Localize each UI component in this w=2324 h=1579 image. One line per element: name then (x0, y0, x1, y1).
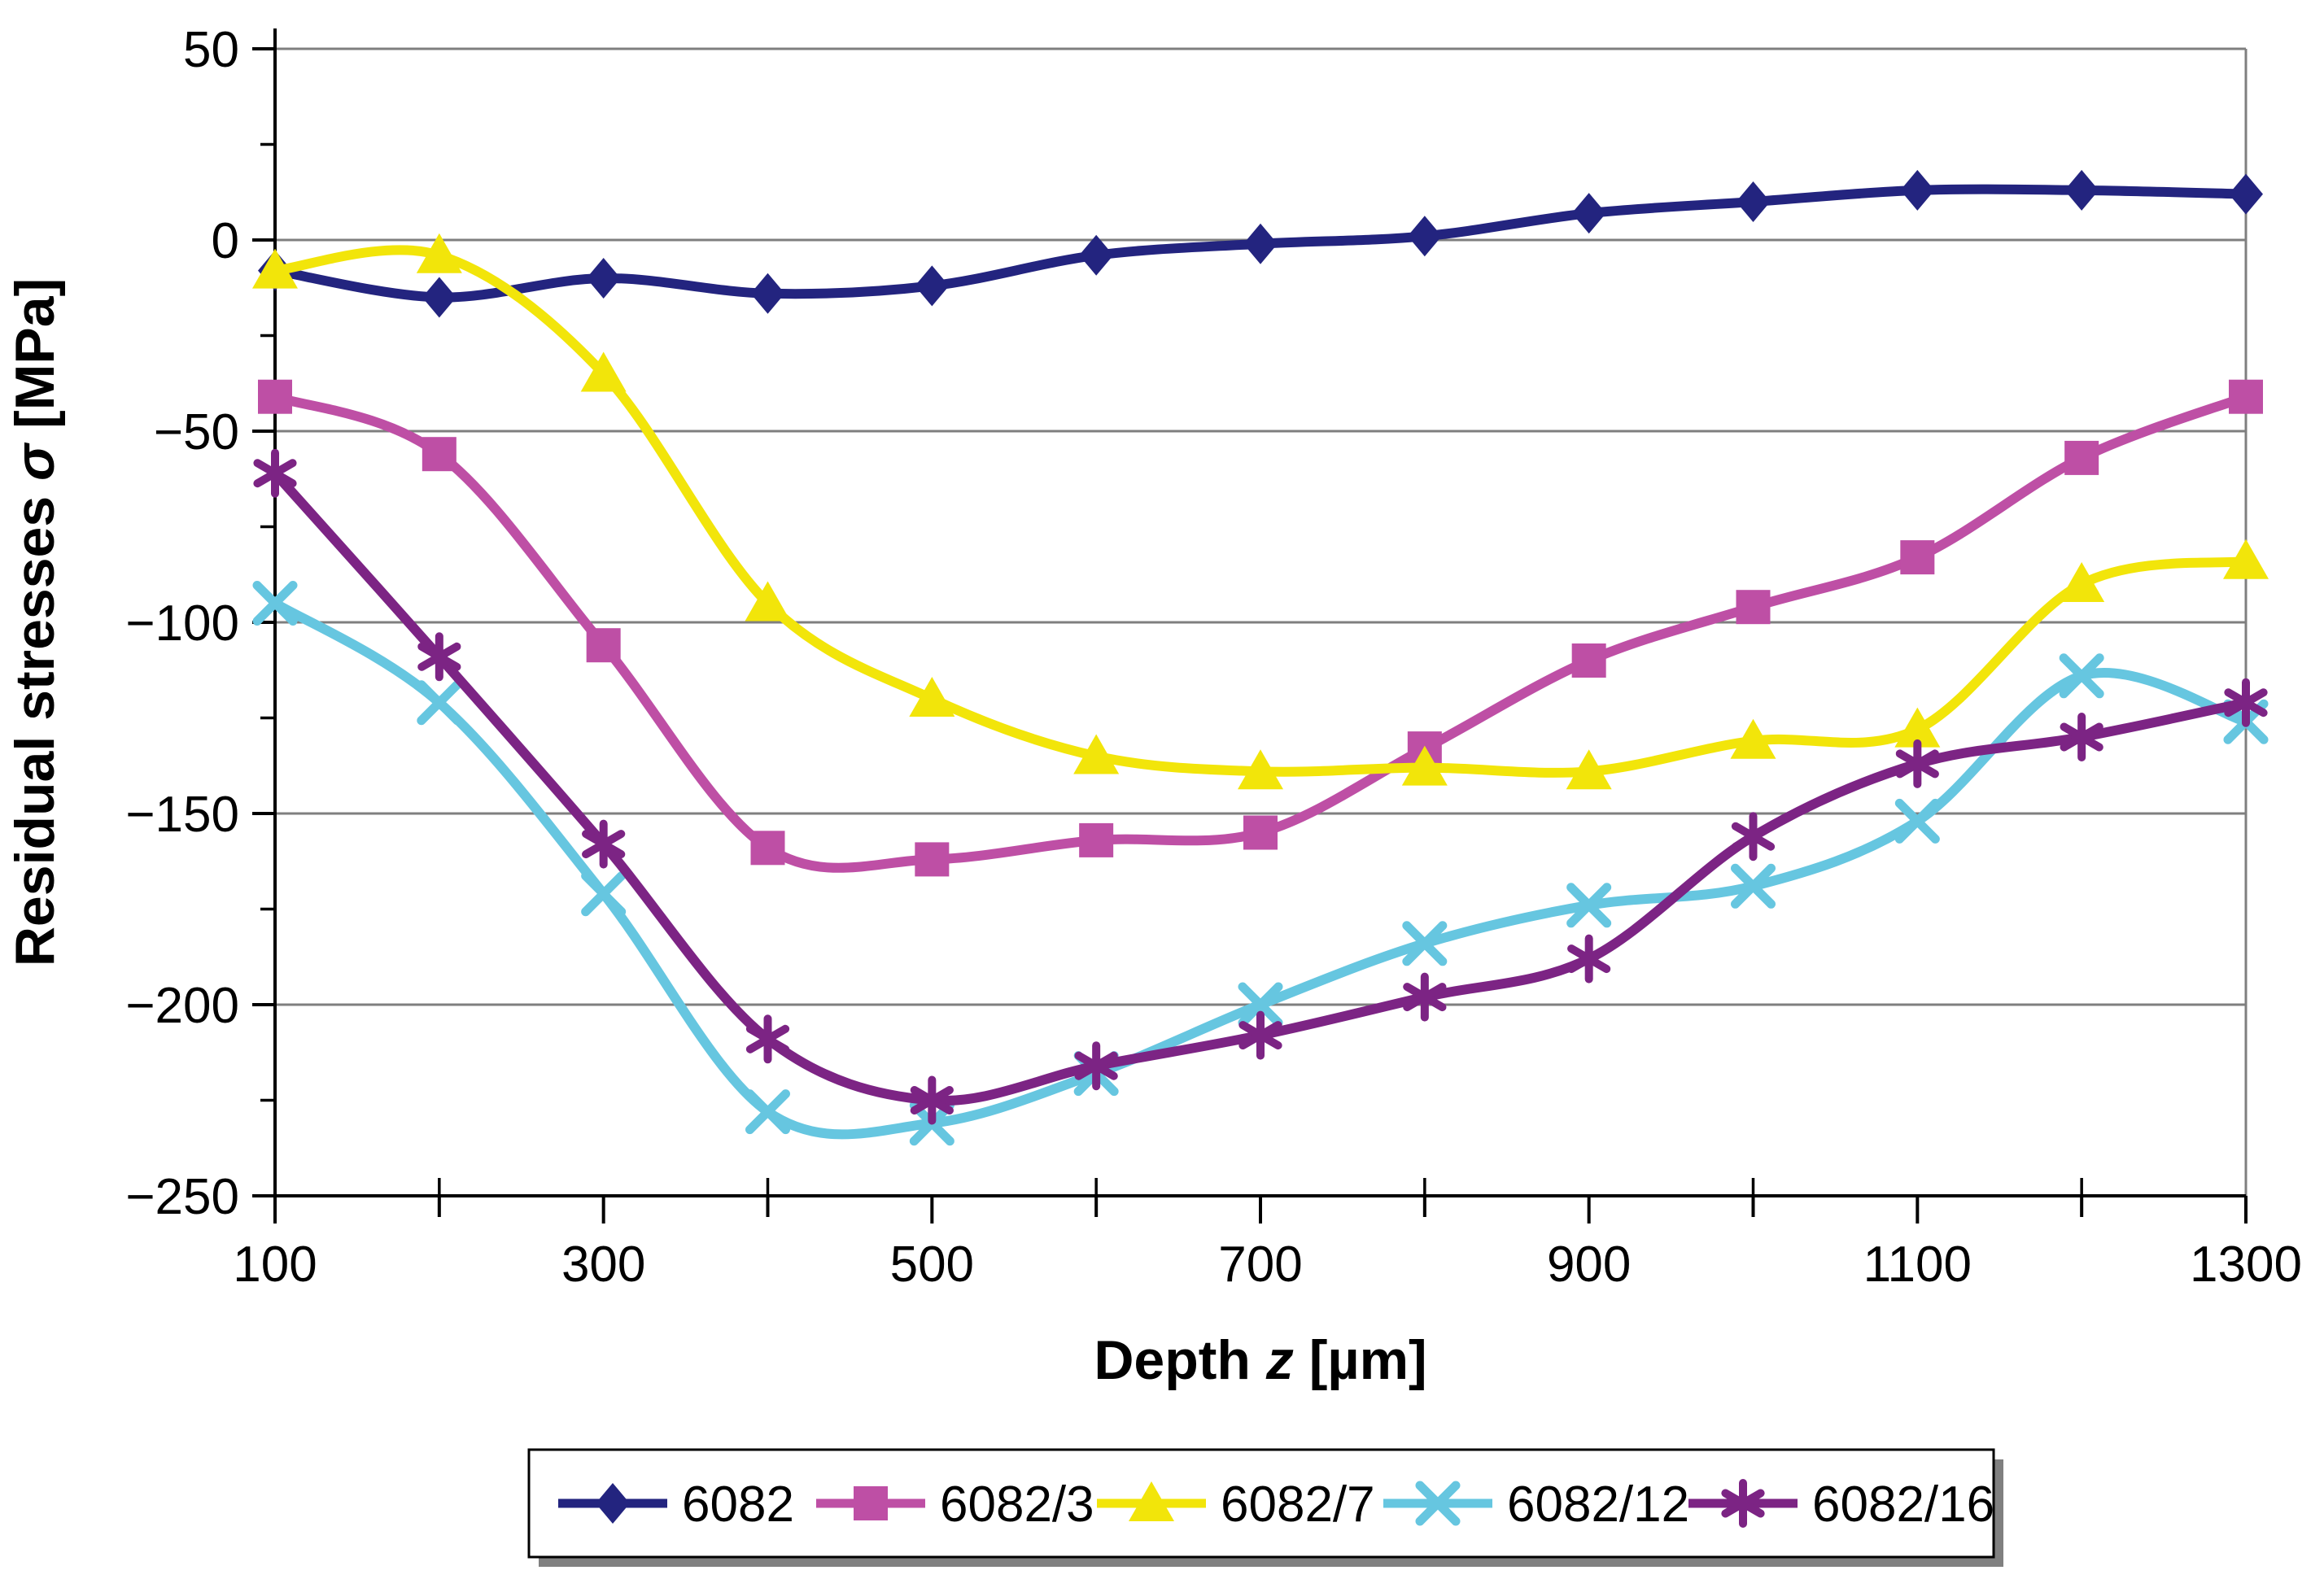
marker-6082/16 (1074, 1041, 1118, 1091)
legend-label: 6082 (682, 1476, 794, 1533)
legend-label: 6082/16 (1812, 1476, 1994, 1533)
x-tick-label: 700 (1218, 1237, 1302, 1293)
marker-6082 (1243, 223, 1278, 264)
marker-6082 (915, 265, 950, 307)
marker-6082 (586, 258, 621, 299)
legend-marker-asterisk (1721, 1479, 1765, 1528)
marker-6082/12 (1402, 921, 1448, 966)
marker-6082/3 (1571, 643, 1606, 678)
legend: 6082 6082/3 6082/7 6082/12 6082/16 (527, 1448, 2003, 1567)
marker-6082/7 (1730, 718, 1776, 759)
x-axis-title: Depth z [µm] (1094, 1329, 1426, 1391)
legend-box (527, 1448, 1995, 1559)
legend-item-6082/12: 6082/12 (1383, 1476, 1689, 1533)
marker-6082 (1571, 193, 1606, 234)
marker-6082/12 (417, 680, 462, 726)
series-line-6082/7 (270, 245, 2251, 778)
marker-6082/12 (1238, 982, 1283, 1027)
marker-6082/16 (2224, 678, 2268, 727)
marker-6082/3 (750, 831, 785, 866)
y-tick-label: 50 (183, 22, 239, 78)
marker-6082 (2229, 173, 2263, 215)
y-tick-label: −100 (125, 595, 239, 652)
marker-6082/16 (582, 819, 626, 869)
marker-6082/3 (1900, 540, 1935, 575)
marker-6082 (1079, 234, 1114, 276)
marker-6082/16 (1731, 812, 1776, 861)
marker-6082/16 (253, 448, 297, 498)
marker-6082/7 (1073, 734, 1120, 774)
y-tick-label: 0 (212, 213, 239, 269)
marker-6082/16 (417, 632, 461, 682)
marker-6082 (2064, 169, 2099, 211)
marker-6082/12 (1566, 883, 1612, 928)
x-tick-label: 500 (890, 1237, 974, 1293)
series-layer (252, 169, 2269, 1146)
axis-layer (252, 28, 2248, 1224)
y-tick-label: −250 (125, 1169, 239, 1225)
marker-6082/16 (1895, 739, 1939, 788)
x-tick-label: 1300 (2190, 1237, 2302, 1293)
marker-6082 (750, 273, 785, 314)
marker-6082/7 (1566, 749, 1612, 790)
marker-6082/7 (1894, 707, 1941, 748)
marker-6082/7 (909, 677, 955, 717)
legend-label: 6082/3 (940, 1476, 1094, 1533)
marker-6082/3 (258, 379, 292, 414)
marker-6082/3 (915, 842, 950, 877)
marker-6082/16 (2060, 713, 2103, 761)
marker-6082/3 (422, 437, 456, 472)
legend-item-6082/3: 6082/3 (816, 1476, 1094, 1533)
legend-item-6082: 6082 (558, 1476, 794, 1533)
marker-6082/3 (1736, 590, 1771, 625)
marker-6082/16 (745, 1014, 790, 1064)
legend-label: 6082/7 (1221, 1476, 1375, 1533)
x-tick-label: 100 (233, 1237, 317, 1293)
marker-6082/7 (745, 581, 791, 622)
marker-6082/12 (252, 581, 298, 626)
marker-6082/7 (2223, 539, 2269, 579)
marker-6082/7 (252, 248, 298, 289)
legend-label: 6082/12 (1507, 1476, 1689, 1533)
marker-6082/12 (2059, 653, 2104, 699)
legend-item-6082/7: 6082/7 (1097, 1476, 1375, 1533)
marker-6082/3 (1243, 815, 1278, 850)
marker-6082/7 (1238, 749, 1283, 790)
y-tick-label: −200 (125, 978, 239, 1034)
legend-item-6082/16: 6082/16 (1688, 1476, 1994, 1533)
marker-6082/12 (1894, 798, 1940, 844)
marker-6082 (1736, 181, 1771, 222)
legend-marker-diamond (596, 1483, 630, 1524)
marker-6082/3 (2064, 440, 2099, 475)
marker-6082/7 (416, 233, 462, 273)
legend-marker-square (854, 1486, 888, 1520)
x-tick-label: 900 (1547, 1237, 1631, 1293)
marker-6082/3 (586, 628, 621, 663)
marker-6082/16 (1567, 934, 1611, 984)
y-tick-label: −150 (125, 787, 239, 843)
marker-6082/7 (1401, 745, 1448, 786)
marker-6082/3 (2229, 379, 2263, 414)
marker-6082/12 (1731, 863, 1776, 909)
marker-6082 (422, 277, 456, 318)
marker-6082/7 (580, 351, 627, 392)
marker-6082/12 (745, 1089, 790, 1135)
x-tick-label: 1100 (1863, 1237, 1972, 1293)
marker-6082/16 (910, 1075, 954, 1125)
y-axis-title: Residual stresses σ [MPa] (4, 278, 66, 966)
marker-6082/12 (581, 871, 627, 917)
marker-6082 (1407, 216, 1442, 257)
legend-marker-triangle (1129, 1481, 1174, 1521)
marker-6082/7 (2059, 562, 2105, 602)
x-tick-label: 300 (561, 1237, 645, 1293)
marker-6082/16 (1403, 972, 1447, 1022)
legend-marker-x (1415, 1481, 1461, 1526)
y-tick-label: −50 (154, 404, 239, 460)
marker-6082/16 (1238, 1010, 1282, 1060)
marker-6082/3 (1079, 822, 1114, 857)
marker-6082 (1900, 169, 1935, 211)
